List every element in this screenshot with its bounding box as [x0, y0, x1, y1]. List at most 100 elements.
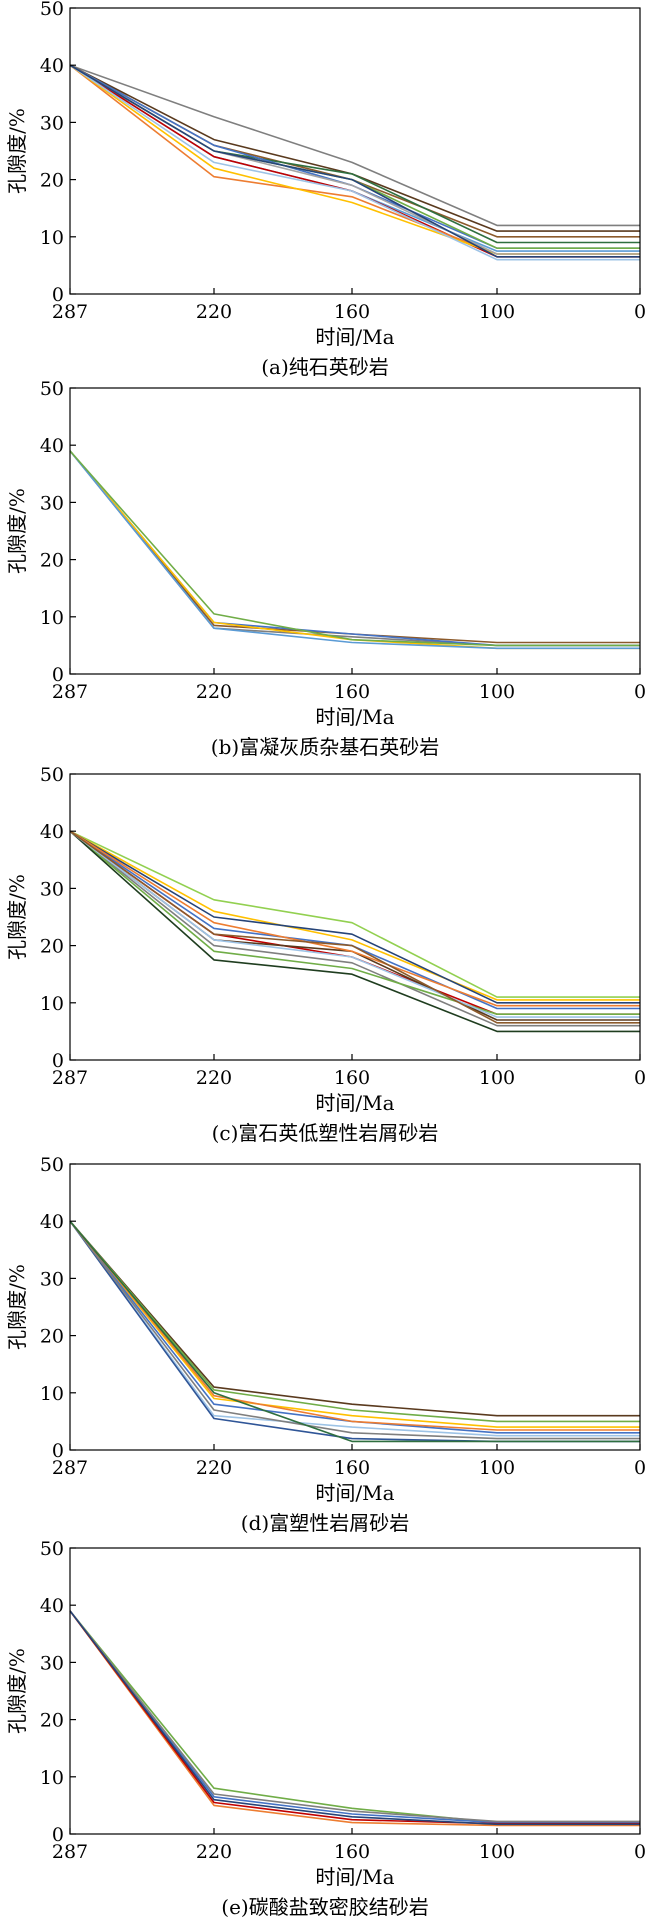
y-tick-label: 20: [40, 1710, 64, 1732]
y-tick-label: 20: [40, 936, 64, 958]
series-line: [69, 64, 640, 261]
series-group: [69, 1610, 640, 1827]
x-tick-label: 100: [479, 681, 515, 703]
series-line: [69, 1610, 640, 1826]
y-tick-label: 30: [40, 1652, 64, 1674]
series-line: [69, 1220, 640, 1437]
x-axis-label: 时间/Ma: [315, 1865, 394, 1889]
y-axis-label: 孔隙度/%: [5, 488, 29, 574]
x-axis-label: 时间/Ma: [315, 1091, 394, 1115]
series-line: [69, 830, 640, 1021]
y-tick-label: 40: [40, 55, 64, 77]
series-line: [69, 830, 640, 1010]
series-line: [69, 830, 640, 1004]
series-group: [69, 1220, 640, 1443]
plot-frame: [69, 7, 641, 295]
chart-panel: 0 10 20 30 40 50 287 220 160 100 0 孔隙度/% 时间/Ma (e)碳酸盐…: [0, 1540, 650, 1924]
y-axis-label: 孔隙度/%: [5, 108, 29, 194]
x-tick-label: 160: [334, 301, 370, 323]
y-tick-label: 50: [40, 766, 64, 786]
y-tick-label: 50: [40, 1156, 64, 1176]
chart-svg: 0 10 20 30 40 50 287 220 160 100 0 孔隙度/% 时间/Ma (a)纯石英…: [5, 0, 646, 379]
x-tick-label: 160: [334, 1457, 370, 1479]
y-tick-label: 10: [40, 1767, 64, 1789]
y-tick-label: 30: [40, 878, 64, 900]
y-tick-label: 20: [40, 550, 64, 572]
x-tick-label: 100: [479, 1457, 515, 1479]
x-tick-label: 287: [52, 681, 88, 703]
plot-frame: [69, 773, 641, 1061]
series-line: [69, 450, 640, 650]
y-tick-label: 40: [40, 1595, 64, 1617]
y-tick-label: 30: [40, 112, 64, 134]
chart-svg: 0 10 20 30 40 50 287 220 160 100 0 孔隙度/% 时间/Ma (c)富石英…: [5, 766, 646, 1145]
panel-caption: (b)富凝灰质杂基石英砂岩: [211, 735, 439, 759]
chart-svg: 0 10 20 30 40 50 287 220 160 100 0 孔隙度/% 时间/Ma (d)富塑性…: [5, 1156, 646, 1535]
series-group: [69, 450, 640, 650]
series-line: [69, 1610, 640, 1827]
y-tick-label: 0: [52, 1050, 64, 1072]
y-tick-label: 50: [40, 1540, 64, 1560]
x-tick-label: 100: [479, 1841, 515, 1863]
series-group: [69, 64, 640, 261]
series-line: [69, 1220, 640, 1417]
chart-panel: 0 10 20 30 40 50 287 220 160 100 0 孔隙度/% 时间/Ma (a)纯石英…: [0, 0, 650, 384]
x-tick-label: 0: [634, 1067, 646, 1089]
chart-svg: 0 10 20 30 40 50 287 220 160 100 0 孔隙度/% 时间/Ma (b)富凝灰…: [5, 380, 646, 759]
x-tick-label: 220: [196, 681, 232, 703]
y-tick-label: 0: [52, 284, 64, 306]
series-line: [69, 64, 640, 238]
series-line: [69, 64, 640, 227]
y-tick-label: 30: [40, 492, 64, 514]
panel-caption: (e)碳酸盐致密胶结砂岩: [221, 1895, 428, 1919]
x-axis-label: 时间/Ma: [315, 1481, 394, 1505]
x-tick-label: 160: [334, 1841, 370, 1863]
x-tick-label: 160: [334, 681, 370, 703]
y-tick-label: 30: [40, 1268, 64, 1290]
y-tick-label: 40: [40, 821, 64, 843]
x-tick-label: 220: [196, 301, 232, 323]
series-line: [69, 830, 640, 1015]
panel-caption: (d)富塑性岩屑砂岩: [241, 1511, 409, 1535]
y-tick-label: 50: [40, 380, 64, 400]
y-tick-label: 40: [40, 435, 64, 457]
y-tick-label: 10: [40, 993, 64, 1015]
y-axis-label: 孔隙度/%: [5, 1264, 29, 1350]
x-tick-label: 287: [52, 1841, 88, 1863]
series-line: [69, 830, 640, 1027]
series-line: [69, 830, 640, 1007]
series-line: [69, 64, 640, 244]
panel-caption: (a)纯石英砂岩: [261, 355, 389, 379]
y-tick-label: 0: [52, 1824, 64, 1846]
x-tick-label: 160: [334, 1067, 370, 1089]
chart-svg: 0 10 20 30 40 50 287 220 160 100 0 孔隙度/% 时间/Ma (e)碳酸盐…: [5, 1540, 646, 1919]
y-tick-label: 20: [40, 1326, 64, 1348]
y-tick-label: 10: [40, 607, 64, 629]
x-axis-label: 时间/Ma: [315, 325, 394, 349]
chart-panel: 0 10 20 30 40 50 287 220 160 100 0 孔隙度/% 时间/Ma (d)富塑性…: [0, 1156, 650, 1540]
y-tick-label: 10: [40, 227, 64, 249]
series-line: [69, 830, 640, 998]
series-line: [69, 64, 640, 258]
y-tick-label: 0: [52, 664, 64, 686]
series-line: [69, 64, 640, 258]
series-line: [69, 1220, 640, 1428]
x-tick-label: 287: [52, 1067, 88, 1089]
series-line: [69, 1610, 640, 1823]
series-line: [69, 450, 640, 650]
y-tick-label: 10: [40, 1383, 64, 1405]
x-tick-label: 100: [479, 301, 515, 323]
chart-panel: 0 10 20 30 40 50 287 220 160 100 0 孔隙度/% 时间/Ma (b)富凝灰…: [0, 380, 650, 764]
series-line: [69, 64, 640, 249]
y-tick-label: 0: [52, 1440, 64, 1462]
series-line: [69, 1610, 640, 1824]
series-line: [69, 830, 640, 1018]
chart-panel: 0 10 20 30 40 50 287 220 160 100 0 孔隙度/% 时间/Ma (c)富石英…: [0, 766, 650, 1150]
series-line: [69, 64, 640, 232]
series-group: [69, 830, 640, 1033]
series-line: [69, 830, 640, 1001]
x-tick-label: 100: [479, 1067, 515, 1089]
y-axis-label: 孔隙度/%: [5, 1648, 29, 1734]
series-line: [69, 1220, 640, 1443]
x-tick-label: 0: [634, 1841, 646, 1863]
